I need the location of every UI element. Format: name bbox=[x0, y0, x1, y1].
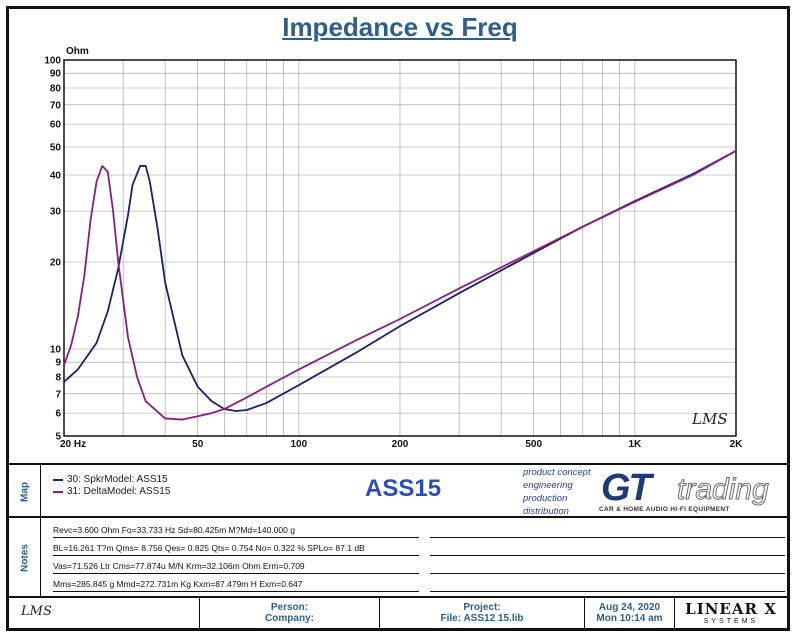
x-tick-label: 2K bbox=[730, 439, 744, 450]
report-frame bbox=[6, 6, 790, 631]
map-label: Map bbox=[19, 481, 30, 502]
person-label: Person: bbox=[270, 602, 309, 613]
person-cell: Person: Company: bbox=[199, 598, 379, 630]
notes-blank-line bbox=[430, 561, 785, 574]
lms-watermark: LMS bbox=[691, 410, 728, 428]
gt-logo: GT bbox=[601, 467, 652, 509]
legend-item-spkr: 30: SpkrModel: ASS15 bbox=[53, 474, 168, 485]
y-tick-label: 6 bbox=[55, 409, 61, 420]
linearx-brand: LINEAR X bbox=[685, 600, 777, 618]
y-tick-label: 30 bbox=[50, 207, 62, 218]
brand-line: production bbox=[523, 493, 568, 504]
brand-line: product concept bbox=[523, 467, 591, 478]
y-tick-label: 8 bbox=[55, 373, 61, 384]
notes-line-4: Mms=285.845 g Mmd=272.731m Kg Kxm=87.479… bbox=[53, 579, 419, 592]
company-label: Company: bbox=[265, 613, 314, 624]
linearx-sub: SYSTEMS bbox=[703, 618, 759, 625]
chart-grid bbox=[63, 59, 737, 437]
x-tick-label: 1K bbox=[628, 439, 642, 450]
notes-blank-line bbox=[430, 543, 785, 556]
project-label: Project: bbox=[463, 602, 501, 613]
notes-line-1: Revc=3.600 Ohm Fo=33.733 Hz Sd=80.425m M… bbox=[53, 525, 419, 538]
x-tick-label: 200 bbox=[392, 439, 409, 450]
legend-item-delta: 31: DeltaModel: ASS15 bbox=[53, 486, 170, 497]
footer-lms-logo: LMS bbox=[21, 604, 52, 619]
y-tick-label: 40 bbox=[50, 171, 62, 182]
file-label: File: ASS12 15.lib bbox=[440, 613, 524, 624]
axis-ticks: 5 6 7 8 9 10 20 30 40 50 60 70 80 90 100 20 Hz 50 100 200 5… bbox=[44, 56, 743, 451]
y-tick-label: 100 bbox=[44, 56, 61, 67]
y-tick-label: 90 bbox=[50, 69, 62, 80]
plot-area bbox=[63, 59, 737, 437]
chart-series bbox=[63, 150, 737, 421]
project-cell: Project: File: ASS12 15.lib bbox=[379, 598, 584, 630]
y-tick-label: 50 bbox=[50, 142, 62, 153]
x-tick-label: 50 bbox=[192, 439, 204, 450]
legend-swatch-spkr bbox=[53, 478, 63, 481]
y-tick-label: 20 bbox=[50, 258, 62, 269]
notes-side-label: Notes bbox=[9, 518, 41, 598]
impedance-chart: 5 6 7 8 9 10 20 30 40 50 60 70 80 90 100 20 Hz 50 100 200 5… bbox=[44, 46, 743, 451]
y-axis-label: Ohm bbox=[66, 46, 89, 57]
y-tick-label: 10 bbox=[50, 345, 62, 356]
brand-tagline: CAR & HOME AUDIO HI-FI EQUIPMENT bbox=[599, 506, 730, 513]
notes-panel: Notes Revc=3.600 Ohm Fo=33.733 Hz Sd=80.… bbox=[9, 516, 787, 598]
y-tick-label: 70 bbox=[50, 100, 62, 111]
notes-blank-line bbox=[430, 525, 785, 538]
x-tick-label: 20 Hz bbox=[60, 439, 86, 450]
trading-logo: trading bbox=[677, 473, 770, 507]
date-cell: Aug 24, 2020 Mon 10:14 am bbox=[584, 598, 674, 630]
series-line-1 bbox=[63, 150, 737, 421]
brand-line: engineering bbox=[523, 480, 573, 491]
x-tick-label: 500 bbox=[525, 439, 542, 450]
notes-line-3: Vas=71.526 Ltr Cms=77.874u M/N Krm=32.10… bbox=[53, 561, 419, 574]
y-tick-label: 80 bbox=[50, 84, 62, 95]
x-tick-label: 100 bbox=[291, 439, 308, 450]
brand-tagline-list: product concept engineering production d… bbox=[523, 466, 591, 518]
brand-line: distribution bbox=[523, 506, 569, 517]
legend-swatch-delta bbox=[53, 490, 63, 493]
footer-panel: LMS Person: Company: Project: File: ASS1… bbox=[9, 596, 787, 630]
chart-title: Impedance vs Freq bbox=[282, 12, 518, 42]
legend-label-spkr: 30: SpkrModel: ASS15 bbox=[67, 474, 168, 485]
date-label: Aug 24, 2020 bbox=[598, 602, 661, 613]
notes-line-2: BL=16.261 T?m Qms= 8.756 Qes= 0.825 Qts=… bbox=[53, 543, 419, 556]
notes-blank-line bbox=[430, 579, 785, 592]
map-panel: Map 30: SpkrModel: ASS15 31: DeltaModel:… bbox=[9, 463, 787, 518]
model-name: ASS15 bbox=[365, 475, 442, 502]
y-tick-label: 60 bbox=[50, 120, 62, 131]
linearx-logo: LINEAR X SYSTEMS bbox=[674, 598, 787, 630]
y-tick-label: 5 bbox=[55, 432, 61, 443]
time-label: Mon 10:14 am bbox=[596, 613, 663, 624]
notes-label: Notes bbox=[19, 544, 30, 572]
legend-label-delta: 31: DeltaModel: ASS15 bbox=[67, 486, 171, 497]
y-tick-label: 9 bbox=[55, 358, 61, 369]
map-side-label: Map bbox=[9, 465, 41, 518]
series-line-0 bbox=[63, 150, 737, 412]
y-tick-label: 7 bbox=[55, 389, 61, 400]
